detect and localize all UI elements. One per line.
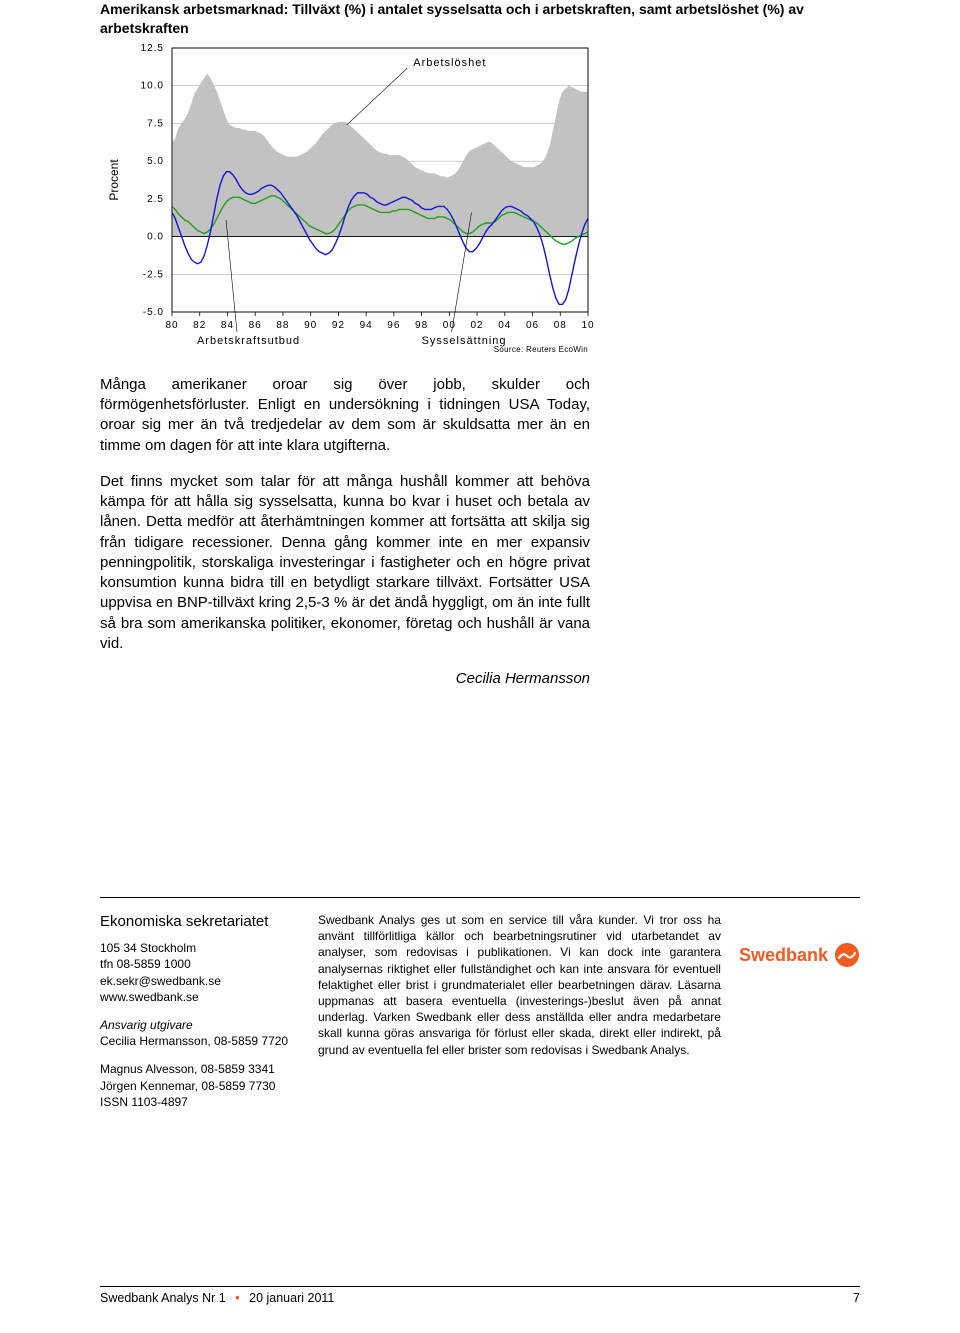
- svg-text:Procent: Procent: [107, 158, 121, 200]
- svg-text:88: 88: [276, 320, 289, 331]
- svg-text:12.5: 12.5: [141, 44, 164, 54]
- dot-separator-icon: •: [229, 1291, 245, 1305]
- paragraph-2: Det finns mycket som talar för att många…: [100, 472, 590, 654]
- svg-text:10: 10: [581, 320, 594, 331]
- svg-text:08: 08: [554, 320, 567, 331]
- swedbank-logo-icon: [834, 942, 860, 968]
- svg-text:0.0: 0.0: [147, 231, 164, 242]
- footer-address: 105 34 Stockholm: [100, 940, 300, 956]
- svg-text:92: 92: [332, 320, 345, 331]
- pub-title: Swedbank Analys Nr 1: [100, 1291, 226, 1305]
- body-text: Många amerikaner oroar sig över jobb, sk…: [100, 375, 590, 654]
- svg-text:10.0: 10.0: [141, 80, 164, 91]
- footer-heading: Ekonomiska sekretariatet: [100, 912, 300, 932]
- svg-text:7.5: 7.5: [147, 118, 164, 129]
- svg-text:96: 96: [387, 320, 400, 331]
- svg-text:Source: Reuters EcoWin: Source: Reuters EcoWin: [494, 345, 588, 354]
- footer-logo-wrap: Swedbank: [739, 912, 860, 1122]
- footer-issn: ISSN 1103-4897: [100, 1094, 300, 1110]
- svg-text:04: 04: [498, 320, 511, 331]
- svg-text:2.5: 2.5: [147, 194, 164, 205]
- logo-text: Swedbank: [739, 943, 828, 967]
- footer-web: www.swedbank.se: [100, 989, 300, 1005]
- svg-text:86: 86: [249, 320, 262, 331]
- footer-block: Ekonomiska sekretariatet 105 34 Stockhol…: [100, 912, 860, 1122]
- footer-email: ek.sekr@swedbank.se: [100, 973, 300, 989]
- page-number: 7: [853, 1291, 860, 1305]
- footer-contact-1: Magnus Alvesson, 08-5859 3341: [100, 1061, 300, 1077]
- svg-text:82: 82: [193, 320, 206, 331]
- svg-text:80: 80: [165, 320, 178, 331]
- chart-title: Amerikansk arbetsmarknad: Tillväxt (%) i…: [100, 0, 860, 38]
- svg-text:90: 90: [304, 320, 317, 331]
- svg-text:06: 06: [526, 320, 539, 331]
- paragraph-1: Många amerikaner oroar sig över jobb, sk…: [100, 375, 590, 456]
- svg-text:-2.5: -2.5: [143, 269, 164, 280]
- swedbank-logo: Swedbank: [739, 942, 860, 968]
- footer-resp-label: Ansvarig utgivare: [100, 1017, 300, 1033]
- svg-text:5.0: 5.0: [147, 156, 164, 167]
- svg-text:00: 00: [443, 320, 456, 331]
- svg-text:02: 02: [471, 320, 484, 331]
- svg-text:94: 94: [360, 320, 373, 331]
- footer-separator: [100, 897, 860, 898]
- svg-text:84: 84: [221, 320, 234, 331]
- pub-date: 20 januari 2011: [249, 1291, 334, 1305]
- svg-text:Arbetskraftsutbud: Arbetskraftsutbud: [197, 335, 300, 347]
- signature: Cecilia Hermansson: [100, 670, 590, 687]
- footer-contact-2: Jörgen Kennemar, 08-5859 7730: [100, 1078, 300, 1094]
- footer-phone: tfn 08-5859 1000: [100, 956, 300, 972]
- svg-text:-5.0: -5.0: [143, 307, 164, 318]
- footer-disclaimer: Swedbank Analys ges ut som en service ti…: [318, 912, 721, 1122]
- chart-svg: -5.0 -2.5 0.0 2.5 5.0 7.5 10.0 12.5 80 82 84 86 88 90…: [100, 44, 600, 354]
- page-footer: Swedbank Analys Nr 1 • 20 januari 2011 7: [100, 1286, 860, 1305]
- footer-resp-name: Cecilia Hermansson, 08-5859 7720: [100, 1033, 300, 1049]
- page-footer-left: Swedbank Analys Nr 1 • 20 januari 2011: [100, 1291, 334, 1305]
- chart-container: -5.0 -2.5 0.0 2.5 5.0 7.5 10.0 12.5 80 82 84 86 88 90…: [100, 44, 600, 357]
- svg-text:98: 98: [415, 320, 428, 331]
- footer-left: Ekonomiska sekretariatet 105 34 Stockhol…: [100, 912, 300, 1122]
- svg-text:Arbetslöshet: Arbetslöshet: [413, 57, 486, 69]
